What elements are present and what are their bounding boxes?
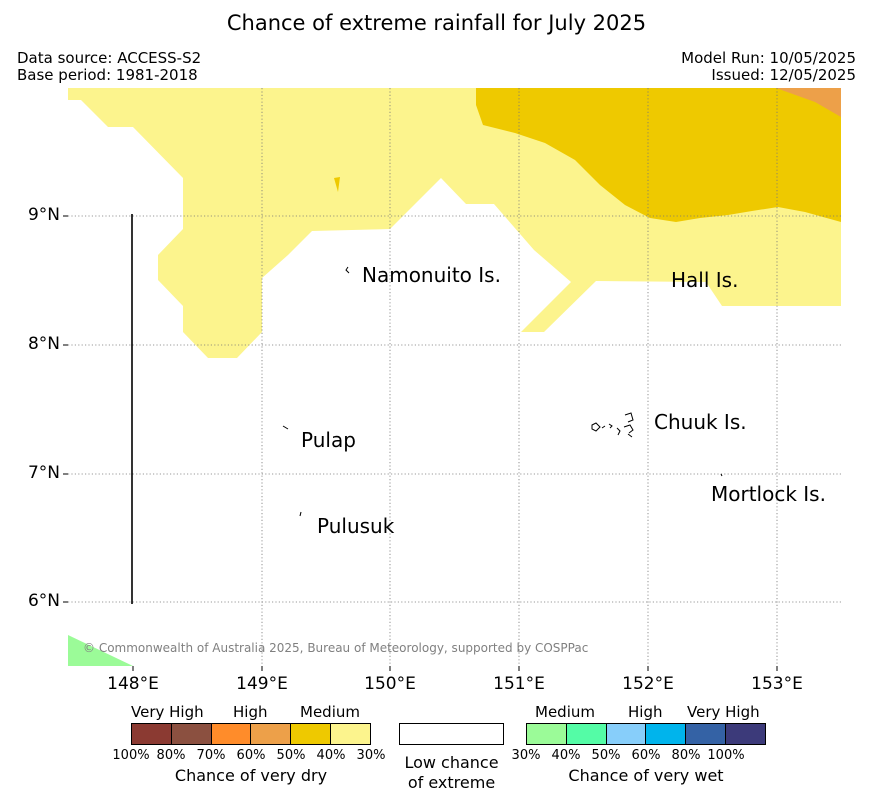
- place-label-hall: Hall Is.: [671, 268, 739, 292]
- legend-dry-percent: 70%: [196, 748, 226, 763]
- legend-low-box: [399, 723, 504, 745]
- model-run-text: Model Run: 10/05/2025: [681, 49, 856, 67]
- legend-dry-swatch: [250, 724, 291, 744]
- axis-ticks: [63, 215, 778, 671]
- place-label-chuuk: Chuuk Is.: [654, 410, 747, 434]
- issued-text: Issued: 12/05/2025: [711, 66, 856, 84]
- legend-wet-title: Chance of very wet: [568, 766, 724, 785]
- lon-label-153e: 153°E: [751, 674, 803, 694]
- legend-low-line1: Low chance: [404, 753, 499, 772]
- legend-wet-colorbar: [526, 723, 766, 745]
- legend-dry-percent: 40%: [316, 748, 346, 763]
- lat-label-8n: 8°N: [27, 334, 60, 354]
- legend-dry-percent: 100%: [112, 748, 150, 763]
- copyright-text: © Commonwealth of Australia 2025, Bureau…: [83, 641, 589, 655]
- lon-label-148e: 148°E: [107, 674, 159, 694]
- legend-dry-title: Chance of very dry: [174, 766, 328, 785]
- legend-wet-caption-very-high: Very High: [687, 703, 760, 721]
- legend-wet-swatch: [645, 724, 686, 744]
- data-source-text: Data source: ACCESS-S2: [17, 49, 202, 67]
- islands: [282, 266, 723, 517]
- legend-wet-swatch: [565, 724, 606, 744]
- dry-higher-region: [776, 88, 841, 117]
- place-label-namonuito: Namonuito Is.: [362, 263, 501, 287]
- place-label-pulap: Pulap: [301, 428, 356, 452]
- legend-dry-swatch: [170, 724, 211, 744]
- lat-label-7n: 7°N: [27, 463, 60, 483]
- dry-spot: [334, 177, 340, 192]
- map-title: Chance of extreme rainfall for July 2025: [226, 11, 647, 35]
- base-period-text: Base period: 1981-2018: [17, 66, 198, 84]
- gridlines: [68, 88, 841, 666]
- legend-wet-swatch: [725, 724, 765, 744]
- legend-wet-swatch: [685, 724, 726, 744]
- lon-label-152e: 152°E: [622, 674, 674, 694]
- lon-label-151e: 151°E: [493, 674, 545, 694]
- lon-label-149e: 149°E: [236, 674, 288, 694]
- legend-dry-caption-very-high: Very High: [131, 703, 204, 721]
- legend-dry-swatch: [290, 724, 331, 744]
- legend-wet-swatch: [527, 724, 566, 744]
- legend-dry-swatch: [330, 724, 370, 744]
- wet-medium-region: [68, 635, 133, 666]
- legend-dry-swatch: [132, 724, 171, 744]
- map-area: [68, 88, 841, 666]
- legend-dry-percent: 60%: [236, 748, 266, 763]
- legend-dry-caption-high: High: [233, 703, 268, 721]
- legend-dry-colorbar: [131, 723, 371, 745]
- legend-dry-percent: 50%: [276, 748, 306, 763]
- dry-high-region: [476, 88, 841, 222]
- legend-wet-percent: 40%: [551, 748, 581, 763]
- legend-wet-percent: 80%: [671, 748, 701, 763]
- chuuk-island-shape: [591, 412, 634, 438]
- namonuito-island-shape: [345, 266, 350, 274]
- legend-wet-percent: 30%: [511, 748, 541, 763]
- legend-wet-caption-high: High: [628, 703, 663, 721]
- legend-wet-percent: 60%: [631, 748, 661, 763]
- lon-label-150e: 150°E: [364, 674, 416, 694]
- pulusuk-island-shape: [299, 511, 302, 517]
- lat-label-9n: 9°N: [27, 205, 60, 225]
- legend-dry-percent: 80%: [156, 748, 186, 763]
- legend-wet-percent: 50%: [591, 748, 621, 763]
- legend-wet-swatch: [605, 724, 646, 744]
- legend-dry-swatch: [210, 724, 251, 744]
- mortlock-island-shape: [720, 473, 723, 477]
- legend-low-line2: of extreme: [407, 773, 496, 792]
- pulap-island-shape: [282, 425, 289, 430]
- legend-dry-percent: 30%: [356, 748, 386, 763]
- legend-wet-caption-medium: Medium: [535, 703, 595, 721]
- lat-label-6n: 6°N: [27, 591, 60, 611]
- place-label-mortlock: Mortlock Is.: [711, 482, 826, 506]
- place-label-pulusuk: Pulusuk: [317, 514, 395, 538]
- legend-dry-caption-medium: Medium: [300, 703, 360, 721]
- legend-wet-percent: 100%: [707, 748, 745, 763]
